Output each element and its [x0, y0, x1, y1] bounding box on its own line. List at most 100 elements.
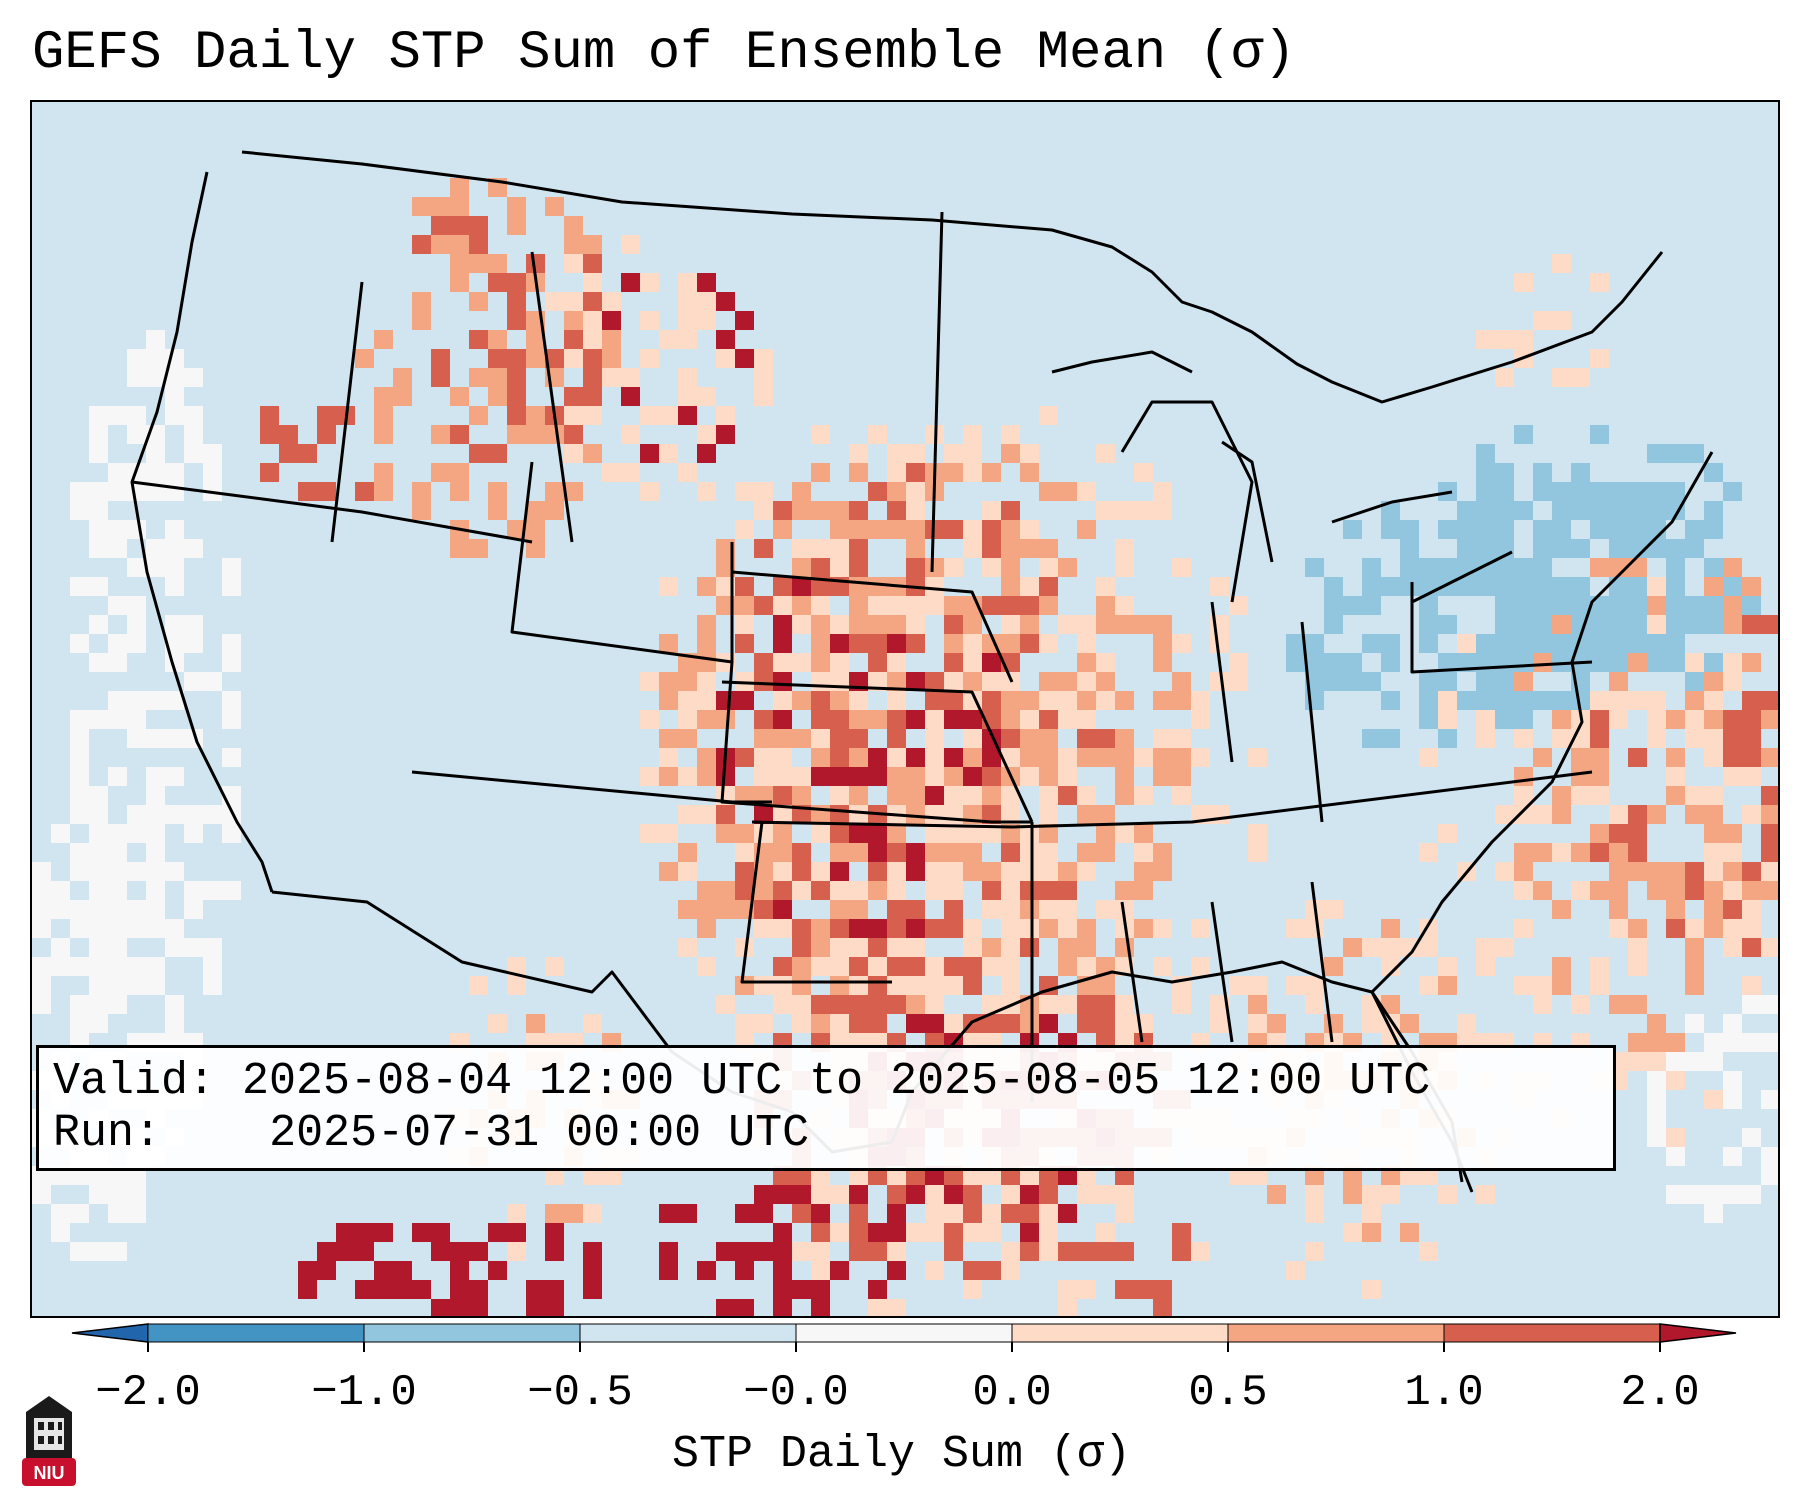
stp-cell: [1514, 862, 1533, 881]
stp-cell: [1647, 482, 1666, 501]
stp-cell: [697, 881, 716, 900]
stp-cell: [1590, 729, 1609, 748]
stp-cell: [1609, 881, 1628, 900]
stp-cell: [1571, 995, 1590, 1014]
stp-cell: [1647, 444, 1666, 463]
stp-cell: [1552, 311, 1571, 330]
stp-cell: [1723, 1185, 1742, 1204]
stp-cell: [203, 938, 222, 957]
stp-cell: [184, 900, 203, 919]
stp-cell: [735, 691, 754, 710]
stp-cell: [906, 482, 925, 501]
stp-cell: [640, 406, 659, 425]
stp-cell: [1609, 653, 1628, 672]
stp-cell: [773, 862, 792, 881]
stp-cell: [697, 387, 716, 406]
stp-cell: [602, 292, 621, 311]
stp-cell: [1229, 596, 1248, 615]
stp-cell: [944, 976, 963, 995]
stp-cell: [1020, 634, 1039, 653]
stp-cell: [1096, 577, 1115, 596]
stp-cell: [1514, 425, 1533, 444]
stp-cell: [1609, 900, 1628, 919]
stp-cell: [1628, 634, 1647, 653]
stp-cell: [697, 767, 716, 786]
stp-cell: [450, 197, 469, 216]
stp-cell: [887, 653, 906, 672]
stp-cell: [1476, 520, 1495, 539]
stp-cell: [431, 235, 450, 254]
stp-cell: [868, 767, 887, 786]
stp-cell: [944, 1204, 963, 1223]
stp-cell: [1134, 1280, 1153, 1299]
stp-cell: [260, 425, 279, 444]
stp-cell: [89, 824, 108, 843]
stp-cell: [1552, 957, 1571, 976]
stp-cell: [811, 1223, 830, 1242]
stp-cell: [1571, 596, 1590, 615]
stp-cell: [754, 539, 773, 558]
stp-cell: [1495, 672, 1514, 691]
stp-cell: [1248, 995, 1267, 1014]
stp-cell: [1552, 577, 1571, 596]
stp-cell: [602, 330, 621, 349]
chart-title: GEFS Daily STP Sum of Ensemble Mean (σ): [32, 23, 1296, 84]
stp-cell: [1666, 1033, 1685, 1052]
stp-cell: [735, 862, 754, 881]
stp-cell: [906, 900, 925, 919]
stp-cell: [1533, 463, 1552, 482]
stp-cell: [127, 824, 146, 843]
stp-cell: [564, 406, 583, 425]
stp-cell: [89, 482, 108, 501]
stp-cell: [1571, 748, 1590, 767]
stp-cell: [868, 653, 887, 672]
stp-cell: [526, 406, 545, 425]
stp-cell: [469, 1299, 488, 1316]
stp-cell: [165, 520, 184, 539]
stp-cell: [849, 786, 868, 805]
run-value: 2025-07-31 00:00 UTC: [269, 1108, 810, 1159]
stp-cell: [944, 1242, 963, 1261]
stp-cell: [1609, 824, 1628, 843]
stp-cell: [830, 919, 849, 938]
stp-cell: [963, 729, 982, 748]
stp-cell: [1685, 596, 1704, 615]
stp-cell: [811, 596, 830, 615]
stp-cell: [1609, 672, 1628, 691]
stp-cell: [1039, 805, 1058, 824]
state-line: [1210, 601, 1234, 763]
stp-cell: [811, 1299, 830, 1316]
stp-cell: [830, 786, 849, 805]
stp-cell: [849, 615, 868, 634]
stp-cell: [868, 577, 887, 596]
stp-cell: [906, 862, 925, 881]
stp-cell: [1647, 653, 1666, 672]
stp-cell: [165, 463, 184, 482]
stp-cell: [849, 748, 868, 767]
stp-cell: [887, 900, 906, 919]
stp-cell: [507, 197, 526, 216]
stp-cell: [1704, 577, 1723, 596]
stp-cell: [564, 254, 583, 273]
stp-cell: [887, 520, 906, 539]
stp-cell: [1134, 919, 1153, 938]
stp-cell: [849, 444, 868, 463]
stp-cell: [849, 767, 868, 786]
stp-cell: [1495, 615, 1514, 634]
stp-cell: [830, 938, 849, 957]
stp-cell: [222, 881, 241, 900]
stp-cell: [1723, 881, 1742, 900]
stp-cell: [507, 273, 526, 292]
stp-cell: [108, 634, 127, 653]
colorbar-ticks: −2.0 −1.0 −0.5 −0.0 0.0 0.5 1.0 2.0: [95, 1342, 1700, 1418]
stp-cell: [165, 1014, 184, 1033]
stp-cell: [1476, 330, 1495, 349]
stp-cell: [583, 292, 602, 311]
stp-cell: [849, 710, 868, 729]
stp-cell: [1381, 691, 1400, 710]
stp-cell: [488, 254, 507, 273]
stp-cell: [944, 843, 963, 862]
stp-cell: [1001, 615, 1020, 634]
stp-cell: [887, 824, 906, 843]
stp-cell: [127, 805, 146, 824]
